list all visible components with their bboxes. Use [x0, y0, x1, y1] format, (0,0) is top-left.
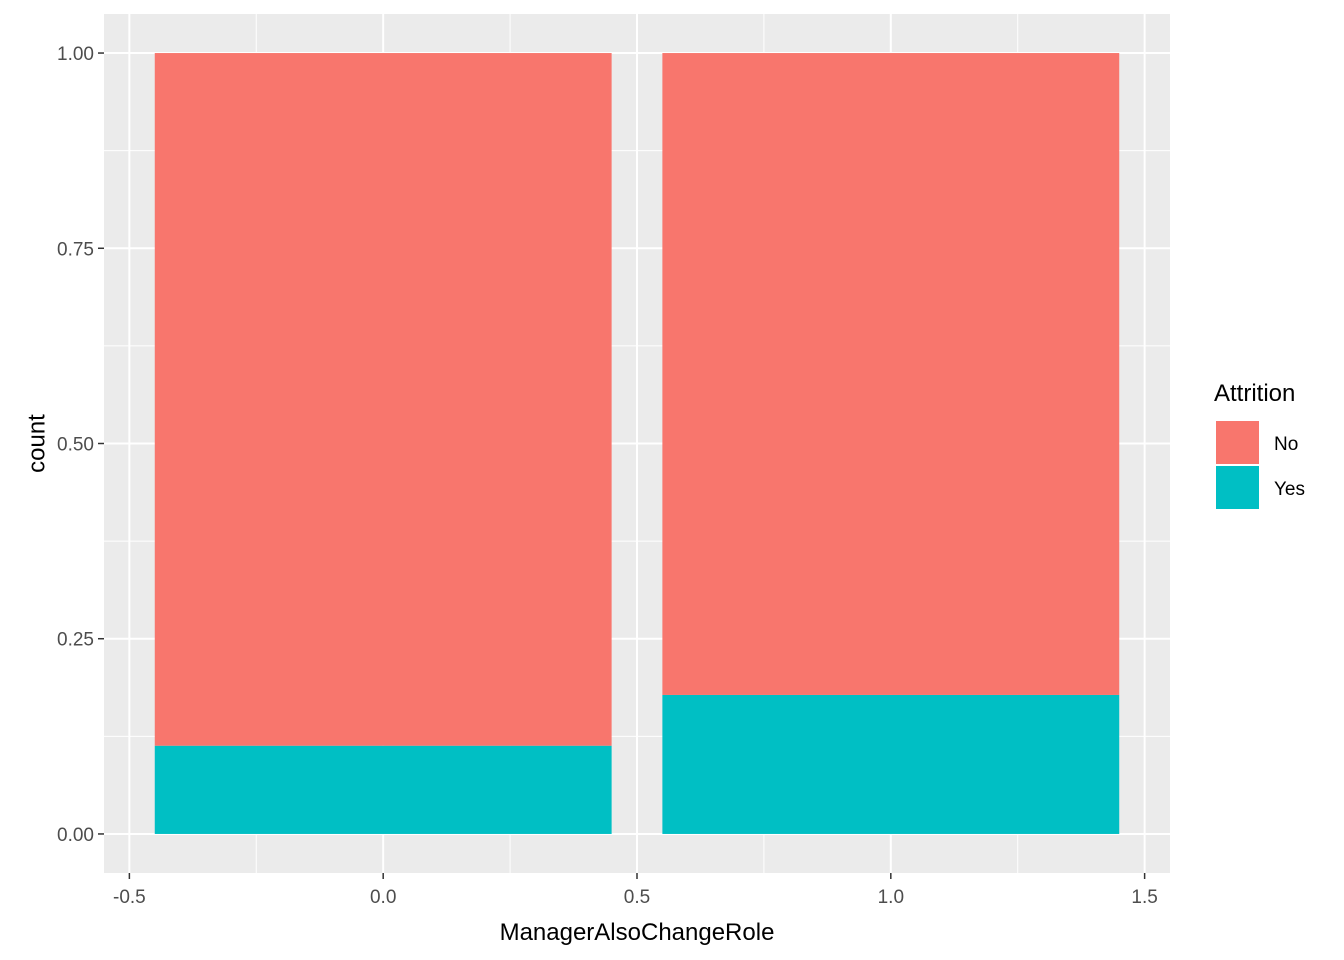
y-tick-label: 0.75 — [57, 239, 94, 260]
y-tick-label: 0.00 — [57, 825, 94, 846]
legend-label-no: No — [1274, 434, 1298, 455]
legend-key-yes — [1216, 466, 1259, 509]
y-axis-title: count — [23, 414, 50, 473]
legend-key-no — [1216, 421, 1259, 464]
y-tick-label: 0.25 — [57, 630, 94, 651]
x-tick-label: 1.0 — [878, 887, 904, 908]
y-tick-label: 0.50 — [57, 435, 94, 456]
x-axis: -0.5 0.0 0.5 1.0 1.5 — [113, 873, 1158, 908]
bar-no-1 — [662, 53, 1120, 695]
x-tick-label: 0.0 — [370, 887, 396, 908]
x-axis-title: ManagerAlsoChangeRole — [500, 919, 775, 946]
bar-yes-1 — [662, 694, 1120, 834]
y-tick-label: 1.00 — [57, 44, 94, 65]
bar-no-0 — [154, 53, 612, 746]
legend: Attrition No Yes — [1214, 380, 1305, 509]
bar-yes-0 — [154, 745, 612, 834]
bars — [154, 53, 1120, 834]
x-tick-label: -0.5 — [113, 887, 146, 908]
legend-title: Attrition — [1214, 380, 1295, 407]
x-tick-label: 1.5 — [1131, 887, 1157, 908]
x-tick-label: 0.5 — [624, 887, 650, 908]
legend-label-yes: Yes — [1274, 479, 1305, 500]
y-axis: 0.00 0.25 0.50 0.75 1.00 — [57, 44, 104, 846]
